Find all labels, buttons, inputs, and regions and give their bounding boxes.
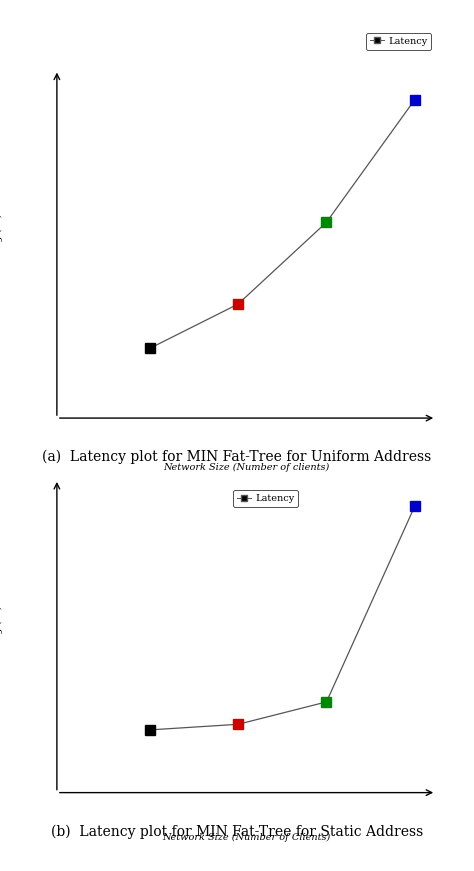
Text: (a)  Latency plot for MIN Fat-Tree for Uniform Address: (a) Latency plot for MIN Fat-Tree for Un… — [42, 450, 432, 464]
Text: Network Size (Number of Clients): Network Size (Number of Clients) — [163, 833, 330, 842]
Legend: Latency: Latency — [366, 33, 431, 50]
Text: Network Size (Number of clients): Network Size (Number of clients) — [164, 463, 329, 472]
Text: Latency (ns): Latency (ns) — [0, 213, 3, 274]
Text: Latency (ns): Latency (ns) — [0, 605, 3, 666]
Legend: Latency: Latency — [233, 490, 298, 507]
Text: (b)  Latency plot for MIN Fat-Tree for Static Address: (b) Latency plot for MIN Fat-Tree for St… — [51, 825, 423, 839]
